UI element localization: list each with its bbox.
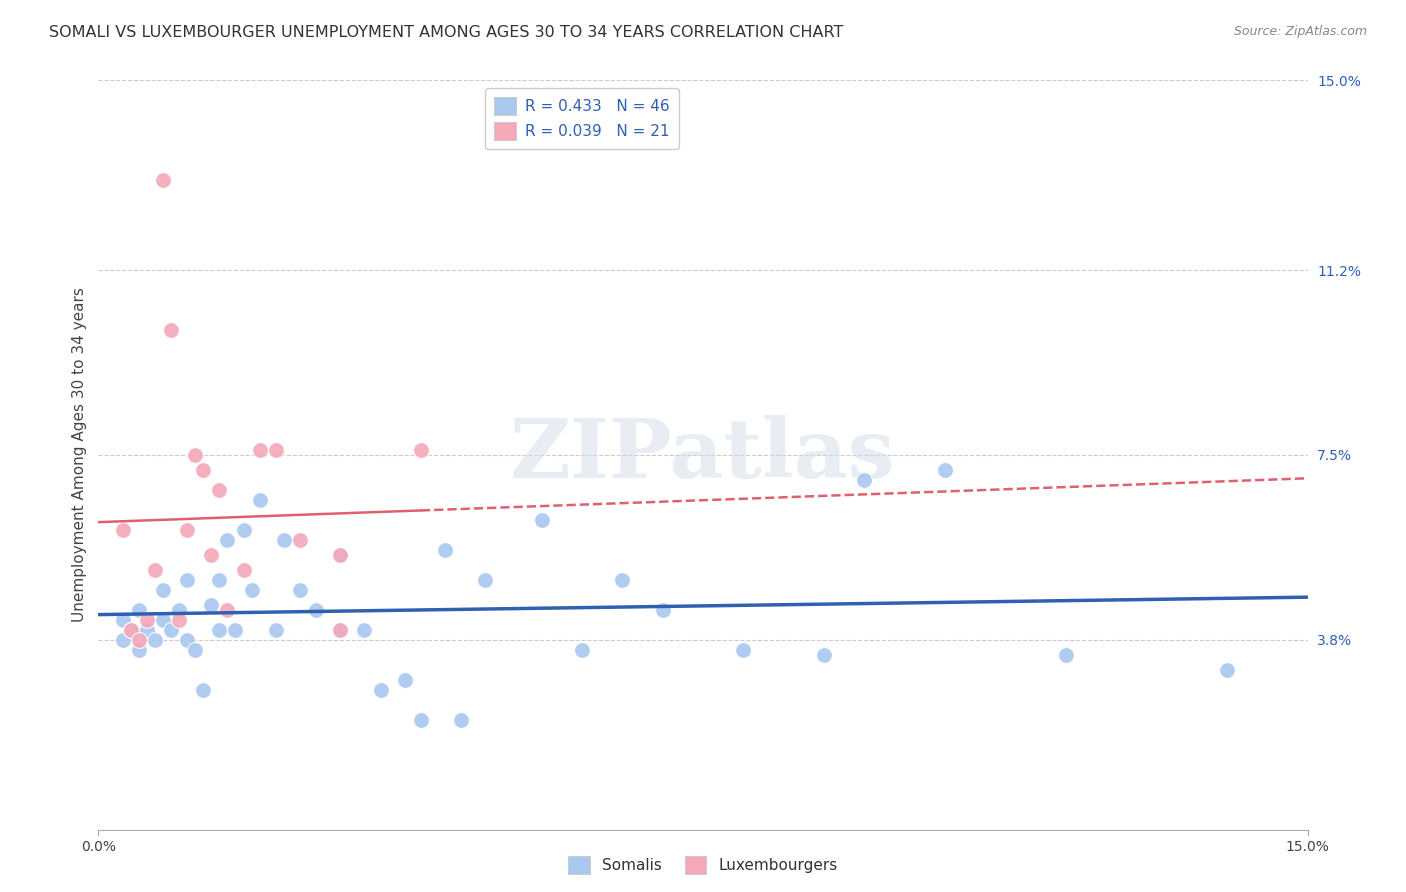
Point <box>273 533 295 547</box>
Point <box>450 713 472 727</box>
Point <box>160 323 183 337</box>
Point <box>167 613 190 627</box>
Point <box>176 523 198 537</box>
Point <box>651 603 673 617</box>
Point <box>111 613 134 627</box>
Point <box>128 642 150 657</box>
Point <box>176 632 198 647</box>
Point <box>474 573 496 587</box>
Point <box>612 573 634 587</box>
Point <box>240 582 263 597</box>
Point <box>200 548 222 562</box>
Point <box>193 682 215 697</box>
Point <box>160 623 183 637</box>
Point <box>329 623 352 637</box>
Point <box>120 623 142 637</box>
Point <box>288 533 311 547</box>
Point <box>152 613 174 627</box>
Text: Source: ZipAtlas.com: Source: ZipAtlas.com <box>1233 25 1367 38</box>
Point <box>329 548 352 562</box>
Point <box>217 533 239 547</box>
Point <box>128 632 150 647</box>
Point <box>353 623 375 637</box>
Point <box>264 623 287 637</box>
Point <box>193 463 215 477</box>
Point <box>249 442 271 457</box>
Point <box>813 648 835 662</box>
Point <box>208 623 231 637</box>
Point <box>152 582 174 597</box>
Point <box>143 632 166 647</box>
Point <box>733 642 755 657</box>
Point <box>530 513 553 527</box>
Legend: Somalis, Luxembourgers: Somalis, Luxembourgers <box>562 850 844 880</box>
Point <box>184 448 207 462</box>
Legend: R = 0.433   N = 46, R = 0.039   N = 21: R = 0.433 N = 46, R = 0.039 N = 21 <box>485 88 679 149</box>
Point <box>329 623 352 637</box>
Point <box>135 623 157 637</box>
Point <box>249 492 271 507</box>
Point <box>434 542 457 557</box>
Point <box>200 598 222 612</box>
Point <box>208 573 231 587</box>
Point <box>409 713 432 727</box>
Point <box>1054 648 1077 662</box>
Point <box>143 563 166 577</box>
Point <box>176 573 198 587</box>
Point <box>135 613 157 627</box>
Point <box>128 603 150 617</box>
Point <box>224 623 246 637</box>
Point <box>394 673 416 687</box>
Point <box>208 483 231 497</box>
Point <box>184 642 207 657</box>
Point <box>329 548 352 562</box>
Point <box>232 563 254 577</box>
Point <box>571 642 593 657</box>
Point <box>111 523 134 537</box>
Point <box>264 442 287 457</box>
Point <box>111 632 134 647</box>
Point <box>1216 663 1239 677</box>
Text: SOMALI VS LUXEMBOURGER UNEMPLOYMENT AMONG AGES 30 TO 34 YEARS CORRELATION CHART: SOMALI VS LUXEMBOURGER UNEMPLOYMENT AMON… <box>49 25 844 40</box>
Point <box>167 603 190 617</box>
Point <box>370 682 392 697</box>
Point <box>152 173 174 187</box>
Point <box>853 473 876 487</box>
Point <box>934 463 956 477</box>
Y-axis label: Unemployment Among Ages 30 to 34 years: Unemployment Among Ages 30 to 34 years <box>72 287 87 623</box>
Point <box>305 603 328 617</box>
Point <box>217 603 239 617</box>
Point <box>288 582 311 597</box>
Point <box>409 442 432 457</box>
Point <box>232 523 254 537</box>
Point <box>120 623 142 637</box>
Text: ZIPatlas: ZIPatlas <box>510 415 896 495</box>
